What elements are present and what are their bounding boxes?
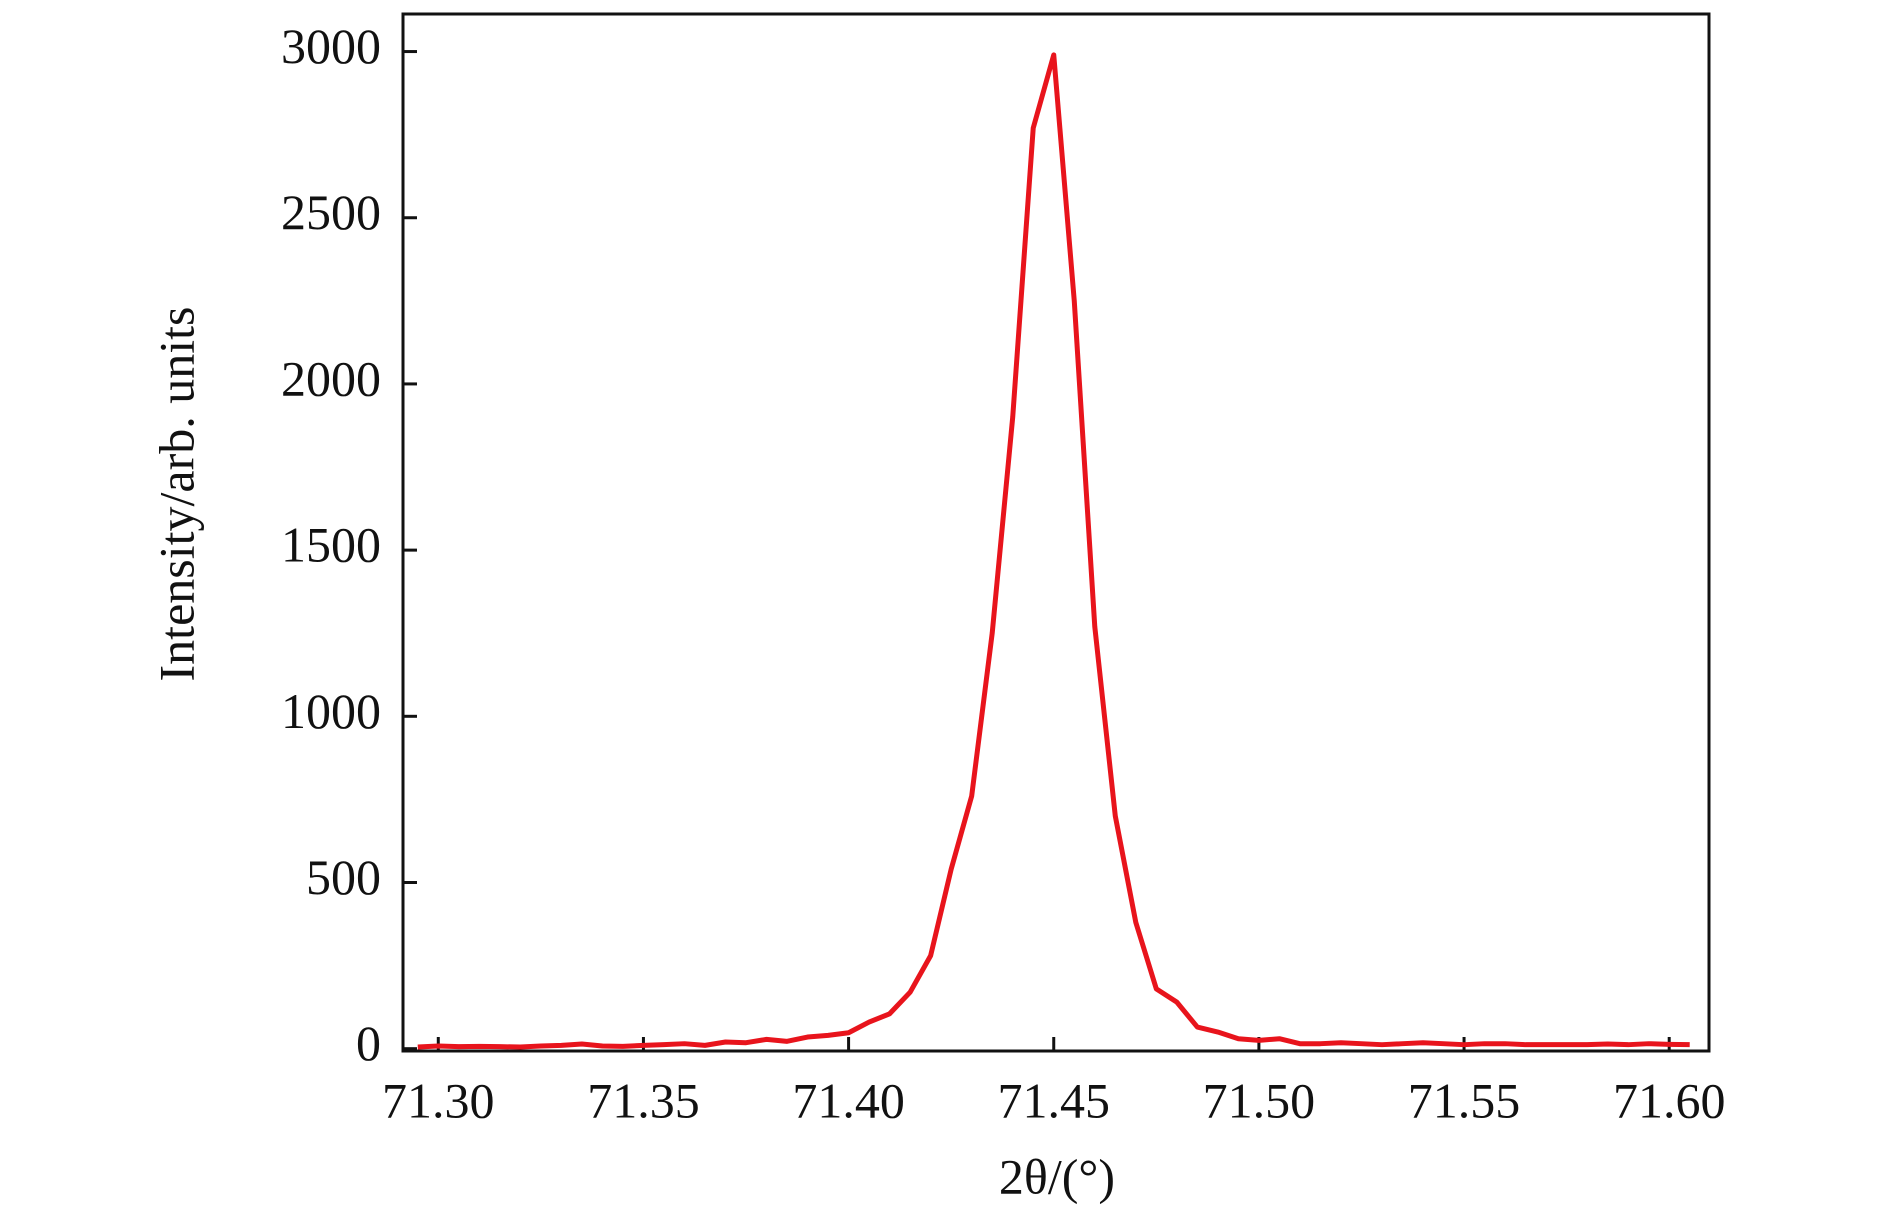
x-axis-label: 2θ/(°) (999, 1148, 1115, 1204)
data-line (417, 52, 1690, 1050)
y-axis-label: Intensity/arb. units (148, 307, 204, 682)
x-tick-label: 71.60 (1613, 1072, 1726, 1128)
x-tick-label: 71.55 (1408, 1072, 1521, 1128)
y-tick-label: 2000 (281, 350, 381, 406)
y-tick-label: 2500 (281, 184, 381, 240)
plot-frame (401, 12, 1711, 1053)
x-tick-label: 71.35 (587, 1072, 700, 1128)
y-tick-label: 1500 (281, 517, 381, 573)
x-tick-label: 71.40 (792, 1072, 905, 1128)
y-tick-label: 3000 (281, 18, 381, 74)
y-tick-label: 0 (356, 1015, 381, 1071)
x-tick-label: 71.30 (382, 1072, 495, 1128)
x-tick-label: 71.45 (997, 1072, 1110, 1128)
y-tick-label: 500 (306, 849, 381, 905)
x-tick-label: 71.50 (1203, 1072, 1316, 1128)
y-tick-label: 1000 (281, 683, 381, 739)
